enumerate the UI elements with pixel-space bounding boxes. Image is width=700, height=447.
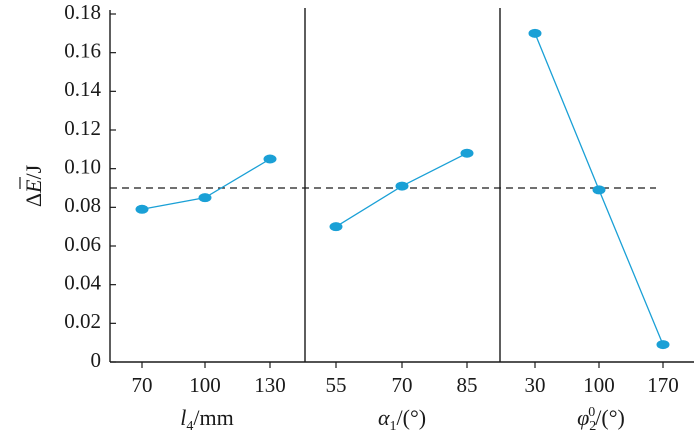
x-tick-label: 170 bbox=[647, 373, 679, 397]
x-title-alpha-symbol: α bbox=[378, 405, 390, 430]
x-tick-label: 100 bbox=[583, 373, 615, 397]
x-tick-label: 130 bbox=[254, 373, 286, 397]
x-axis-titles: l4/mm α1/(°) φ20/(°) bbox=[180, 405, 625, 434]
x-title-l4: l4/mm bbox=[180, 405, 233, 434]
y-title-delta: Δ bbox=[21, 193, 46, 207]
x-title-alpha-unit: /(°) bbox=[397, 405, 427, 430]
x-title-phi-sup: 0 bbox=[588, 405, 595, 420]
x-ticks: 70 100 130 55 70 85 30 100 170 bbox=[132, 362, 679, 397]
y-tick-label: 0.02 bbox=[64, 309, 101, 333]
x-title-l4-unit: /mm bbox=[193, 405, 233, 430]
y-tick-label: 0.14 bbox=[64, 77, 101, 101]
data-point bbox=[656, 340, 670, 350]
data-point bbox=[329, 222, 343, 232]
y-axis-title: ΔE/J bbox=[19, 164, 46, 207]
x-tick-label: 85 bbox=[457, 373, 478, 397]
y-title-unit: /J bbox=[21, 164, 46, 179]
y-tick-label: 0.12 bbox=[64, 116, 101, 140]
y-tick-label: 0 bbox=[91, 348, 102, 372]
data-point bbox=[135, 204, 149, 214]
x-title-l4-symbol: l bbox=[180, 405, 186, 430]
x-title-l4-sub: 4 bbox=[186, 419, 193, 434]
x-title-phi-unit: /(°) bbox=[595, 405, 625, 430]
axes bbox=[109, 8, 694, 363]
y-tick-label: 0.06 bbox=[64, 232, 101, 256]
y-ticks: 0 0.02 0.04 0.06 0.08 0.10 0.12 0.14 0.16 0.18 bbox=[64, 0, 116, 372]
y-tick-label: 0.16 bbox=[64, 38, 101, 62]
y-axis-title-text: ΔE/J bbox=[21, 164, 46, 207]
x-title-alpha: α1/(°) bbox=[378, 405, 426, 434]
x-tick-label: 70 bbox=[392, 373, 413, 397]
data-point bbox=[528, 28, 542, 38]
y-tick-label: 0.08 bbox=[64, 193, 101, 217]
data-point bbox=[395, 181, 409, 191]
y-tick-label: 0.18 bbox=[64, 0, 101, 24]
x-title-phi-symbol: φ bbox=[577, 405, 589, 430]
x-tick-label: 55 bbox=[326, 373, 347, 397]
x-title-phi-sub: 2 bbox=[589, 419, 596, 434]
series bbox=[135, 28, 670, 350]
y-tick-label: 0.10 bbox=[64, 154, 101, 178]
data-point bbox=[460, 148, 474, 158]
y-tick-label: 0.04 bbox=[64, 270, 101, 294]
x-tick-label: 30 bbox=[525, 373, 546, 397]
data-point bbox=[592, 185, 606, 195]
x-title-phi: φ20/(°) bbox=[577, 405, 625, 434]
x-tick-label: 100 bbox=[189, 373, 221, 397]
x-title-alpha-sub: 1 bbox=[390, 419, 397, 434]
data-point bbox=[198, 193, 212, 203]
data-point bbox=[263, 154, 277, 164]
y-title-energy: E bbox=[21, 179, 46, 194]
x-tick-label: 70 bbox=[132, 373, 153, 397]
